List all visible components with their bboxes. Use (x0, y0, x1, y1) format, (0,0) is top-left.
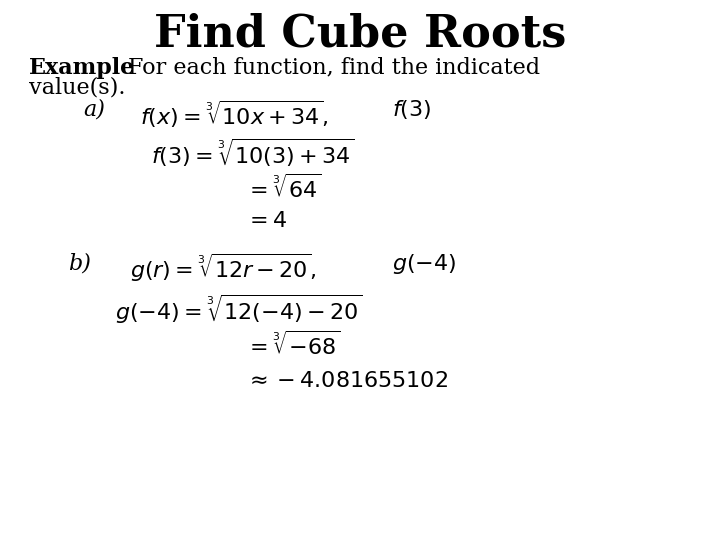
Text: $g(r) = \sqrt[3]{12r-20},$: $g(r) = \sqrt[3]{12r-20},$ (130, 252, 316, 285)
Text: $= \sqrt[3]{-68}$: $= \sqrt[3]{-68}$ (245, 332, 340, 360)
Text: $\approx -4.081655102$: $\approx -4.081655102$ (245, 369, 448, 392)
Text: $g(-4)$: $g(-4)$ (392, 252, 456, 276)
Text: For each function, find the indicated: For each function, find the indicated (128, 57, 540, 78)
Text: $f(3)$: $f(3)$ (392, 98, 432, 122)
Text: Example: Example (29, 57, 135, 78)
Text: Find Cube Roots: Find Cube Roots (154, 12, 566, 55)
Text: $f(3) = \sqrt[3]{10(3)+34}$: $f(3) = \sqrt[3]{10(3)+34}$ (151, 137, 355, 169)
Text: PEARSON: PEARSON (529, 509, 615, 523)
Text: $= 4$: $= 4$ (245, 210, 287, 232)
Text: $f(x) = \sqrt[3]{10x+34},$: $f(x) = \sqrt[3]{10x+34},$ (140, 98, 329, 130)
Text: a): a) (83, 98, 104, 120)
Text: b): b) (68, 252, 91, 274)
Text: $= \sqrt[3]{64}$: $= \sqrt[3]{64}$ (245, 174, 321, 203)
Text: value(s).: value(s). (29, 76, 125, 98)
Text: ALWAYS LEARNING: ALWAYS LEARNING (22, 511, 125, 521)
Text: $g(-4) = \sqrt[3]{12(-4)-20}$: $g(-4) = \sqrt[3]{12(-4)-20}$ (115, 292, 363, 326)
Text: Copyright © 2015, 2011, 2007 Pearson Education, Inc.: Copyright © 2015, 2011, 2007 Pearson Edu… (164, 511, 469, 521)
Text: Chapter 7-9: Chapter 7-9 (623, 511, 689, 521)
